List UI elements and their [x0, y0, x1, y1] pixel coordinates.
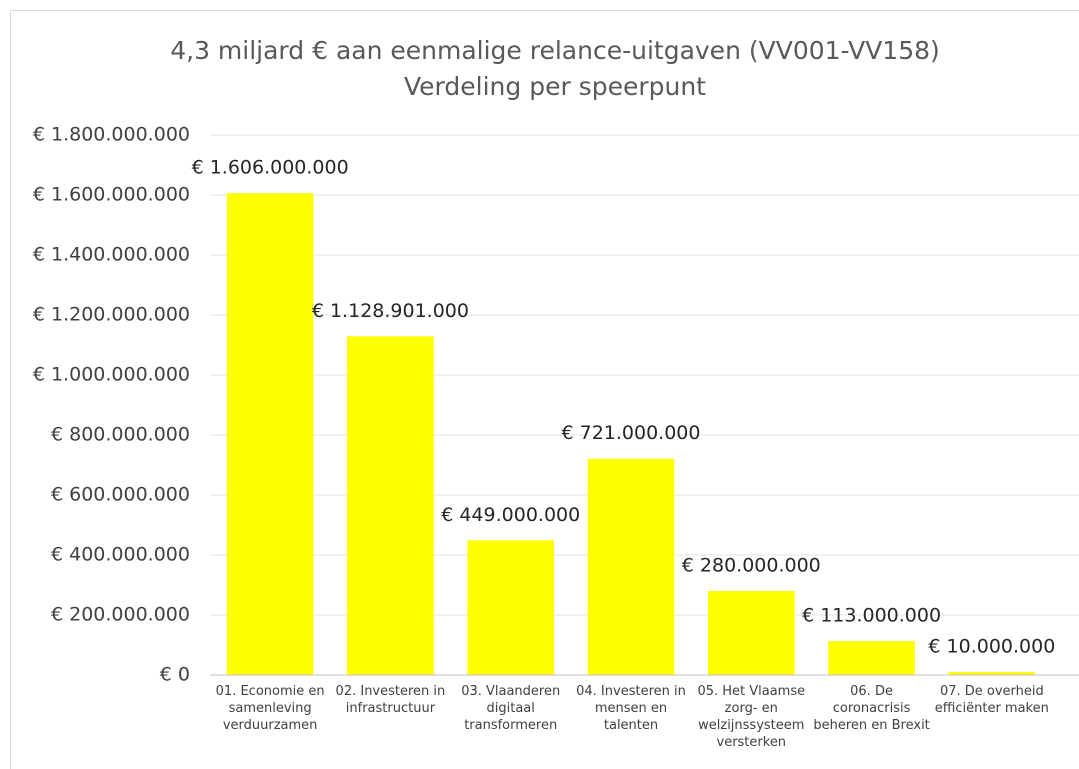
y-tick-label: € 0	[160, 664, 190, 686]
value-label: € 1.606.000.000	[192, 157, 349, 179]
value-label: € 10.000.000	[928, 636, 1055, 658]
x-tick-label: 03. Vlaanderen digitaal transformeren	[461, 684, 561, 733]
y-tick-label: € 1.800.000.000	[33, 124, 190, 146]
value-label: € 280.000.000	[682, 555, 821, 577]
x-tick-label: 01. Economie en samenleving verduurzamen	[215, 684, 325, 733]
y-tick-label: € 200.000.000	[51, 604, 190, 626]
x-tick-label: 04. Investeren in mensen en talenten	[576, 684, 686, 733]
y-tick-label: € 400.000.000	[51, 544, 190, 566]
x-tick-label: 07. De overheid efficiënter maken	[934, 684, 1049, 716]
value-label: € 721.000.000	[561, 422, 700, 444]
y-tick-label: € 1.600.000.000	[33, 184, 190, 206]
bar	[226, 193, 314, 675]
bar	[467, 540, 555, 675]
x-tick-label: 02. Investeren in infrastructuur	[335, 684, 446, 716]
value-label: € 449.000.000	[441, 504, 580, 526]
chart-title: 4,3 miljard € aan eenmalige relance-uitg…	[170, 36, 940, 65]
y-tick-label: € 600.000.000	[51, 484, 190, 506]
bar	[587, 458, 675, 675]
bar	[948, 672, 1036, 675]
x-tick-label: 06. De coronacrisis beheren en Brexit	[813, 684, 930, 733]
x-tick-label: 05. Het Vlaamse zorg- en welzijnssysteem…	[697, 684, 806, 750]
value-label: € 113.000.000	[802, 605, 941, 627]
y-tick-label: € 1.400.000.000	[33, 244, 190, 266]
bar	[347, 336, 434, 675]
bar	[828, 641, 915, 675]
y-tick-label: € 800.000.000	[51, 424, 190, 446]
y-tick-label: € 1.000.000.000	[33, 364, 190, 386]
bar	[707, 591, 795, 675]
y-tick-label: € 1.200.000.000	[33, 304, 190, 326]
chart-subtitle: Verdeling per speerpunt	[404, 72, 706, 101]
value-label: € 1.128.901.000	[312, 300, 469, 322]
